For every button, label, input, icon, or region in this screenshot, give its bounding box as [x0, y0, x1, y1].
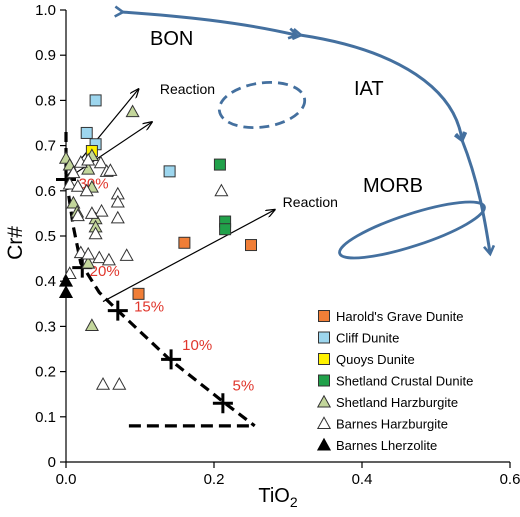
morb-arrow — [462, 140, 490, 253]
legend-entry: Barnes Harzburgite — [336, 417, 448, 432]
reaction-arrow — [102, 210, 275, 303]
tick-labels: 0 0.1 0.2 0.3 0.4 0.5 0.6 0.7 0.8 0.9 1.0 0.0 0.2 0.4… — [35, 2, 520, 488]
field-label-morb: MORB — [363, 175, 423, 197]
legend-entry: Harold's Grave Dunite — [336, 309, 463, 324]
point-barnes-harzburgite — [95, 377, 111, 390]
y-tick-label: 0.9 — [35, 47, 56, 64]
melting-percent-label: 5% — [233, 378, 255, 395]
point-barnes-harzburgite — [79, 183, 94, 197]
data-points — [58, 94, 257, 390]
reaction-label: Reaction — [160, 81, 215, 97]
point-barnes-harzburgite — [112, 377, 127, 390]
point-barnes-harzburgite — [101, 252, 116, 266]
reaction-arrows: Reaction Reaction — [65, 81, 338, 303]
point-shetland-harzburgite — [125, 104, 140, 118]
point-barnes-harzburgite — [92, 250, 107, 264]
reaction-label: Reaction — [283, 194, 338, 210]
point-barnes-harzburgite — [93, 155, 108, 169]
melting-percent-label: 15% — [134, 298, 164, 315]
melting-curve — [64, 132, 256, 428]
legend-entry: Quoys Dunite — [336, 352, 415, 367]
point-shetland-crustal-dunite — [219, 223, 232, 236]
point-barnes-harzburgite — [94, 203, 109, 217]
legend-marker — [316, 416, 332, 429]
point-barnes-harzburgite — [103, 163, 118, 176]
x-tick-label: 0.4 — [352, 471, 373, 488]
point-cliff-dunite — [163, 165, 176, 178]
legend-entry: Shetland Crustal Dunite — [336, 374, 473, 389]
legend-marker — [318, 331, 330, 344]
melting-trend: 30%20%15%10%5% — [56, 132, 256, 428]
point-shetland-harzburgite — [66, 195, 81, 209]
y-tick-label: 0.6 — [35, 183, 56, 200]
point-harold-s-grave-dunite — [132, 287, 145, 300]
point-shetland-crustal-dunite — [213, 158, 226, 171]
y-tick-label: 1.0 — [35, 2, 56, 19]
legend-marker — [318, 374, 330, 387]
field-label-iat: IAT — [354, 78, 384, 100]
melting-cross — [212, 393, 233, 414]
point-shetland-harzburgite — [81, 161, 96, 175]
legend-marker — [316, 394, 332, 408]
iat-morb-arrow — [300, 35, 462, 140]
point-cliff-dunite — [89, 94, 102, 107]
point-barnes-harzburgite — [214, 183, 229, 197]
legend-entry: Shetland Harzburgite — [336, 395, 458, 410]
point-shetland-harzburgite — [81, 255, 96, 269]
x-tick-label: 0.0 — [56, 471, 77, 488]
legend-marker — [316, 437, 332, 451]
reaction-arrow — [65, 122, 152, 180]
point-shetland-harzburgite — [84, 318, 99, 331]
y-tick-label: 0.5 — [35, 228, 56, 245]
y-tick-label: 0 — [48, 454, 56, 471]
legend-entry: Barnes Lherzolite — [336, 438, 437, 453]
point-barnes-harzburgite — [70, 208, 85, 222]
x-tick-label: 0.2 — [204, 471, 225, 488]
morb-field-ellipse — [338, 200, 486, 260]
legend-entry: Cliff Dunite — [336, 331, 399, 346]
legend-marker — [318, 353, 330, 365]
melting-cross — [161, 349, 182, 370]
point-barnes-harzburgite — [81, 152, 96, 166]
point-barnes-harzburgite — [62, 176, 77, 190]
y-tick-label: 0.4 — [35, 273, 56, 290]
melting-percent-label: 10% — [182, 337, 212, 354]
point-barnes-lherzolite — [58, 285, 74, 298]
point-barnes-harzburgite — [70, 179, 85, 192]
point-barnes-harzburgite — [110, 210, 125, 224]
point-harold-s-grave-dunite — [245, 239, 257, 252]
bon-iat-arrow — [122, 12, 296, 35]
point-barnes-harzburgite — [66, 165, 81, 179]
point-barnes-harzburgite — [81, 246, 96, 260]
x-tick-label: 0.6 — [500, 471, 520, 488]
point-barnes-harzburgite — [88, 226, 103, 240]
x-axis-label: TiO2 — [258, 485, 297, 510]
axes — [60, 9, 511, 468]
field-label-bon: BON — [150, 28, 193, 50]
point-harold-s-grave-dunite — [178, 236, 191, 249]
y-tick-label: 0.2 — [35, 364, 56, 381]
point-cliff-dunite — [80, 126, 93, 139]
y-axis-label: Cr# — [4, 226, 27, 260]
tectonic-fields: BON IAT MORB — [122, 12, 490, 260]
y-tick-label: 0.1 — [35, 409, 56, 426]
melting-cross — [107, 300, 128, 321]
point-barnes-harzburgite — [84, 206, 99, 219]
point-barnes-harzburgite — [119, 248, 134, 261]
y-tick-label: 0.3 — [35, 318, 56, 335]
melting-percent-label: 20% — [90, 263, 120, 280]
y-tick-label: 0.8 — [35, 92, 56, 109]
y-tick-label: 0.7 — [35, 138, 56, 155]
legend-marker — [318, 310, 330, 322]
iat-field-ellipse — [217, 81, 307, 129]
point-barnes-harzburgite — [110, 194, 125, 208]
legend: Harold's Grave Dunite Cliff Dunite Quoys D… — [316, 309, 473, 453]
